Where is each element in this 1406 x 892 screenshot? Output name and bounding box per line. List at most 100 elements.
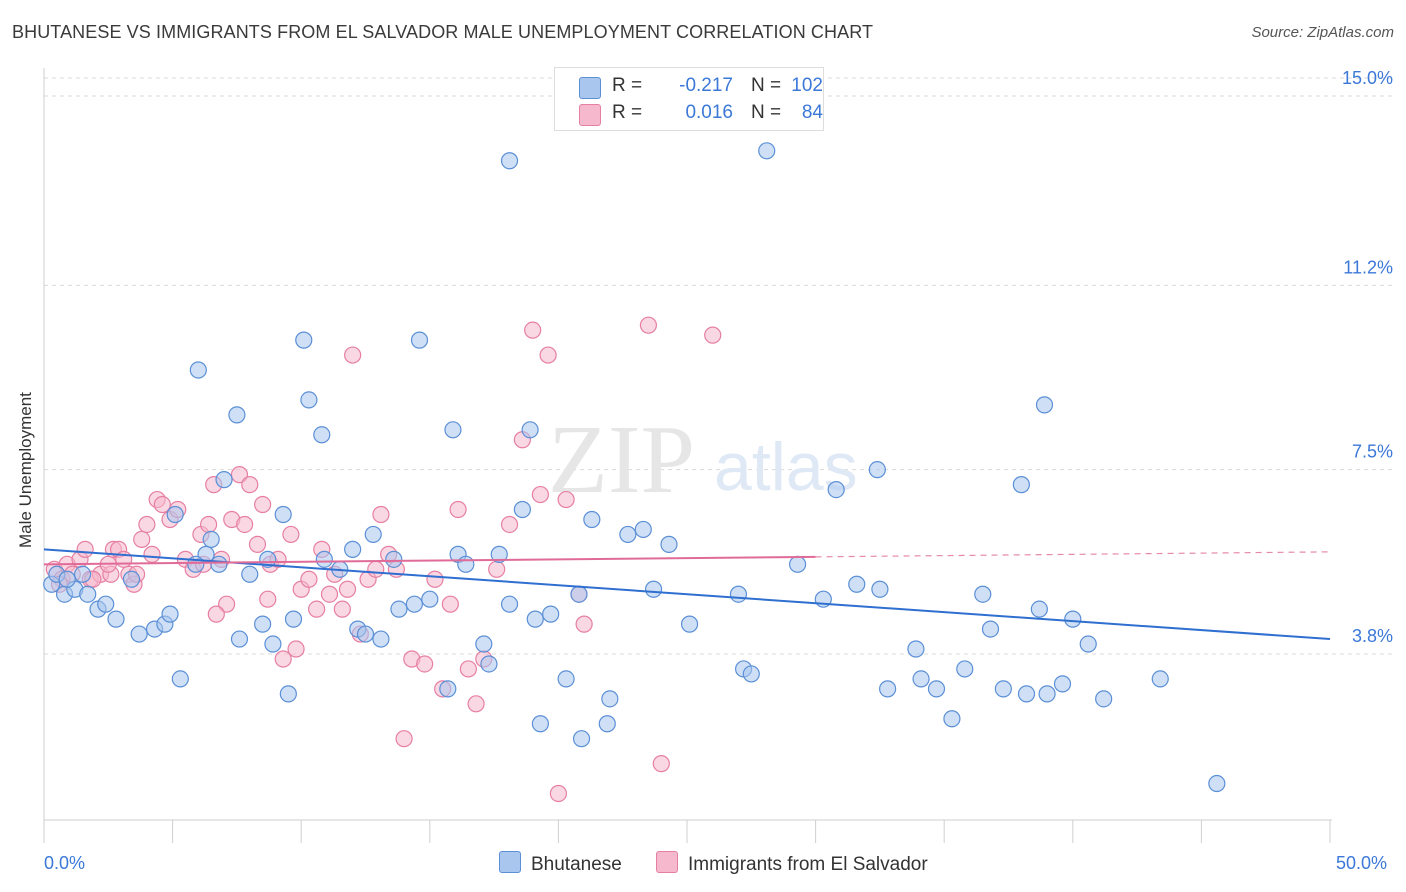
y-tick-label: 3.8%	[1352, 626, 1393, 646]
bottom-legend-swatch-pink	[656, 851, 678, 873]
el-salvador-point	[467, 695, 485, 713]
el-salvador-point	[248, 535, 267, 553]
el-salvador-point	[254, 495, 272, 514]
bhutanese-point	[279, 685, 297, 703]
bhutanese-point	[871, 580, 889, 598]
bhutanese-point	[500, 152, 519, 170]
legend-n-label: N =	[751, 102, 782, 123]
bhutanese-point	[1151, 670, 1169, 688]
el-salvador-point	[549, 784, 568, 803]
bhutanese-point	[73, 565, 92, 583]
bhutanese-point	[974, 585, 992, 603]
bhutanese-point	[228, 406, 246, 424]
bhutanese-point	[634, 520, 652, 539]
el-salvador-point	[449, 500, 467, 519]
bhutanese-trend-line	[43, 548, 1331, 641]
legend-r-value: -0.217	[679, 75, 733, 96]
bhutanese-point	[927, 680, 946, 698]
bhutanese-point	[421, 590, 439, 608]
bhutanese-point	[1208, 774, 1226, 793]
bhutanese-point	[500, 595, 519, 613]
bhutanese-point	[344, 540, 362, 558]
bhutanese-point	[758, 142, 776, 160]
el-salvador-point	[639, 316, 658, 334]
el-salvador-point	[539, 346, 557, 364]
bhutanese-point	[1030, 600, 1048, 618]
bhutanese-point	[171, 670, 189, 688]
el-salvador-point	[372, 505, 390, 524]
el-salvador-point	[259, 590, 277, 608]
bhutanese-point	[827, 480, 845, 499]
bhutanese-point	[405, 595, 423, 613]
bhutanese-point	[230, 630, 249, 648]
bhutanese-point	[1095, 690, 1113, 708]
bhutanese-point	[189, 361, 207, 379]
bhutanese-point	[994, 680, 1012, 698]
bhutanese-point	[259, 550, 277, 568]
bhutanese-point	[215, 471, 233, 489]
x-tick-label-max: 50.0%	[1336, 853, 1388, 873]
y-axis-label: Male Unemployment	[16, 392, 35, 548]
el-salvador-point	[218, 595, 236, 613]
bhutanese-point	[364, 525, 382, 544]
el-salvador-point	[333, 600, 351, 618]
bhutanese-point	[1038, 685, 1056, 703]
bhutanese-point	[1012, 476, 1030, 494]
bhutanese-point	[1064, 610, 1082, 628]
bhutanese-point	[583, 510, 601, 529]
bhutanese-point	[457, 555, 475, 573]
bhutanese-point	[439, 680, 457, 698]
legend-n-value: 102	[791, 75, 823, 96]
bhutanese-point	[130, 625, 148, 643]
legend-r-label: R =	[612, 102, 643, 123]
el-salvador-point	[524, 321, 542, 339]
bhutanese-point	[521, 421, 539, 439]
bhutanese-point	[122, 570, 141, 588]
el-salvador-trend-line	[43, 555, 816, 566]
bhutanese-point	[742, 665, 760, 683]
el-salvador-point	[282, 525, 300, 544]
el-salvador-point	[557, 490, 575, 509]
bhutanese-point	[490, 545, 508, 563]
bhutanese-point	[531, 715, 549, 733]
bhutanese-point	[475, 635, 493, 653]
el-salvador-point	[367, 560, 385, 578]
el-salvador-point	[236, 515, 254, 534]
bhutanese-point	[254, 615, 272, 633]
axes	[43, 68, 1332, 843]
bhutanese-point	[356, 625, 375, 643]
bhutanese-point	[1053, 675, 1072, 693]
el-salvador-point	[344, 346, 362, 364]
y-tick-label: 15.0%	[1342, 68, 1393, 88]
el-salvador-point	[338, 580, 357, 598]
y-tick-label: 7.5%	[1352, 442, 1393, 462]
el-salvador-point	[153, 495, 171, 514]
bhutanese-point	[907, 640, 925, 658]
el-salvador-point	[395, 730, 413, 748]
bhutanese-point	[542, 605, 560, 623]
bhutanese-point	[295, 331, 313, 349]
legend-r-value: 0.016	[685, 102, 733, 123]
bhutanese-point	[526, 610, 544, 628]
legend-n-label: N =	[751, 75, 782, 96]
y-tick-labels: 3.8% 7.5% 11.2% 15.0%	[1342, 68, 1393, 646]
bhutanese-point	[956, 660, 974, 678]
bottom-legend-bhutanese: Bhutanese	[499, 851, 622, 876]
chart-title: BHUTANESE VS IMMIGRANTS FROM EL SALVADOR…	[12, 22, 874, 42]
bhutanese-point	[981, 620, 1000, 638]
bhutanese-point	[868, 461, 886, 479]
bhutanese-point	[264, 635, 282, 653]
bhutanese-point	[879, 680, 897, 698]
el-salvador-point	[426, 570, 444, 588]
el-salvador-point	[320, 585, 339, 603]
bhutanese-point	[97, 595, 115, 613]
bhutanese-point	[1035, 396, 1054, 414]
el-salvador-point	[207, 605, 225, 623]
bhutanese-point	[410, 331, 429, 349]
bhutanese-point	[390, 600, 408, 618]
el-salvador-point	[76, 540, 94, 558]
el-salvador-point	[488, 560, 506, 578]
bhutanese-point	[385, 550, 403, 568]
el-salvador-point	[274, 650, 292, 668]
bhutanese-point	[202, 530, 220, 549]
